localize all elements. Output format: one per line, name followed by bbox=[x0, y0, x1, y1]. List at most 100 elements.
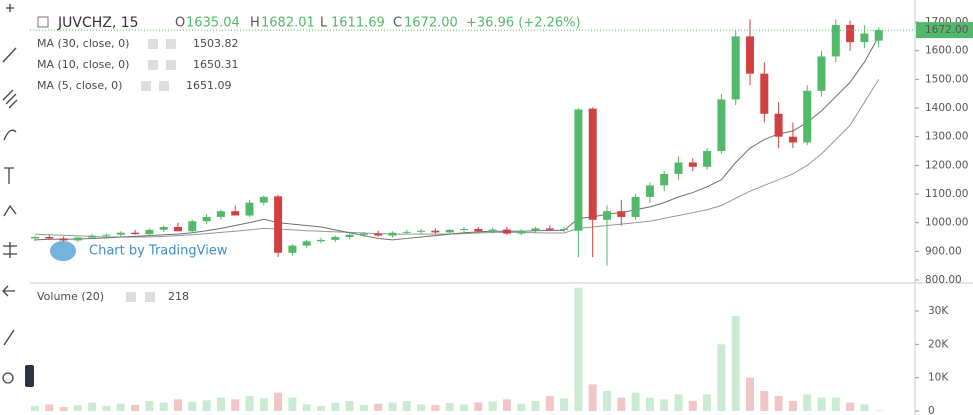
volume-tick-label: 20K bbox=[928, 338, 949, 350]
back-tool[interactable] bbox=[2, 285, 15, 297]
candle-body bbox=[746, 36, 754, 74]
remove-button[interactable] bbox=[166, 39, 176, 49]
candle-body bbox=[388, 232, 397, 236]
volume-bar bbox=[374, 403, 383, 411]
plot bbox=[30, 19, 915, 411]
remove-button[interactable] bbox=[145, 292, 155, 302]
settings-button[interactable] bbox=[148, 39, 158, 49]
volume-bar bbox=[73, 405, 82, 411]
candle-body bbox=[645, 185, 654, 197]
volume-tick-label: 30K bbox=[928, 305, 949, 317]
remove-button[interactable] bbox=[166, 60, 176, 70]
ma-value: 1651.09 bbox=[186, 79, 232, 92]
text-tool[interactable] bbox=[4, 167, 14, 184]
candle-body bbox=[345, 234, 354, 238]
line-tool[interactable] bbox=[2, 47, 17, 63]
brush-tool[interactable] bbox=[3, 129, 17, 141]
volume-bar bbox=[116, 403, 125, 411]
candle-body bbox=[445, 229, 454, 233]
volume-bar bbox=[688, 401, 697, 411]
candle-body bbox=[703, 151, 712, 167]
volume-bar bbox=[517, 403, 526, 411]
volume-bar bbox=[474, 402, 483, 411]
volume-bar bbox=[846, 402, 855, 411]
candle-body bbox=[674, 162, 683, 174]
legend: JUVCHZ, 15 O 1635.04 H 1682.01 L 1611.69 C 1672.… bbox=[37, 15, 581, 303]
zoom-tool[interactable] bbox=[2, 372, 14, 384]
volume-bar bbox=[302, 404, 311, 411]
pitchfork-tool[interactable] bbox=[2, 89, 18, 109]
ma-name: MA (30, close, 0) bbox=[37, 37, 129, 50]
volume-bar bbox=[674, 394, 683, 411]
ma-line bbox=[34, 36, 880, 241]
volume-name: Volume (20) bbox=[37, 290, 104, 303]
candle-body bbox=[274, 196, 283, 253]
candle-body bbox=[874, 30, 883, 41]
crosshair-tool[interactable] bbox=[6, 4, 14, 12]
volume-bar bbox=[603, 391, 611, 411]
ohlc-value: 1672.00 bbox=[404, 16, 458, 31]
volume-bar bbox=[731, 316, 740, 411]
volume-bar bbox=[645, 397, 654, 411]
y-tick-label: 900.00 bbox=[925, 245, 962, 257]
candle-body bbox=[774, 113, 783, 137]
volume-bar bbox=[631, 392, 640, 411]
settings-button[interactable] bbox=[148, 60, 158, 70]
collapse-button[interactable] bbox=[37, 16, 49, 28]
volume-bar bbox=[245, 396, 254, 411]
volume-bar bbox=[588, 384, 597, 411]
ohlc-value: 1635.04 bbox=[186, 16, 240, 31]
candle-body bbox=[560, 228, 569, 230]
volume-bar bbox=[746, 377, 754, 411]
volume-bar bbox=[31, 406, 39, 411]
volume-bar bbox=[860, 404, 869, 411]
candle-body bbox=[545, 228, 554, 230]
volume-bar bbox=[345, 401, 354, 411]
y-tick-label: 1600.00 bbox=[925, 45, 968, 57]
volume-bar bbox=[359, 405, 368, 411]
volume-bar bbox=[431, 405, 440, 411]
ohlc-value: 1682.01 bbox=[261, 16, 315, 31]
y-tick-label: 1100.00 bbox=[925, 188, 968, 200]
candle-body bbox=[245, 202, 254, 216]
candle-body bbox=[302, 241, 311, 246]
candle-body bbox=[803, 90, 812, 143]
candle-body bbox=[231, 211, 240, 216]
candle-body bbox=[317, 239, 325, 242]
settings-button[interactable] bbox=[126, 292, 136, 302]
candle-body bbox=[131, 232, 140, 235]
measure-tool[interactable] bbox=[3, 242, 17, 258]
ohlc-letter: C bbox=[393, 16, 402, 31]
volume-bar bbox=[174, 399, 182, 411]
candle-body bbox=[603, 211, 611, 220]
remove-button[interactable] bbox=[159, 81, 169, 91]
ruler-tool[interactable] bbox=[3, 329, 15, 346]
candle-body bbox=[574, 109, 583, 231]
ma-name: MA (5, close, 0) bbox=[37, 79, 122, 92]
candle-body bbox=[359, 233, 368, 235]
candle-body bbox=[188, 221, 197, 232]
last-price-label: 1672.00 bbox=[925, 24, 968, 36]
volume-bar bbox=[488, 401, 497, 411]
candle-body bbox=[831, 24, 840, 57]
volume-bar bbox=[703, 394, 712, 411]
candle-body bbox=[73, 237, 82, 241]
volume-bar bbox=[288, 397, 297, 411]
volume-bar bbox=[216, 397, 225, 411]
volume-bar bbox=[574, 287, 583, 411]
volume-bar bbox=[331, 402, 340, 411]
candle-body bbox=[59, 238, 68, 241]
candle-body bbox=[631, 196, 640, 217]
y-tick-label: 800.00 bbox=[925, 274, 962, 286]
settings-button[interactable] bbox=[141, 81, 151, 91]
candle-body bbox=[431, 230, 440, 233]
candle-body bbox=[374, 233, 383, 236]
volume-bar bbox=[803, 394, 812, 411]
toolbar-toggle[interactable] bbox=[25, 365, 34, 387]
candle-body bbox=[531, 228, 540, 231]
pattern-tool[interactable] bbox=[3, 204, 17, 217]
volume-bar bbox=[274, 392, 283, 411]
volume-bar bbox=[874, 410, 883, 411]
candle-body bbox=[145, 229, 154, 235]
